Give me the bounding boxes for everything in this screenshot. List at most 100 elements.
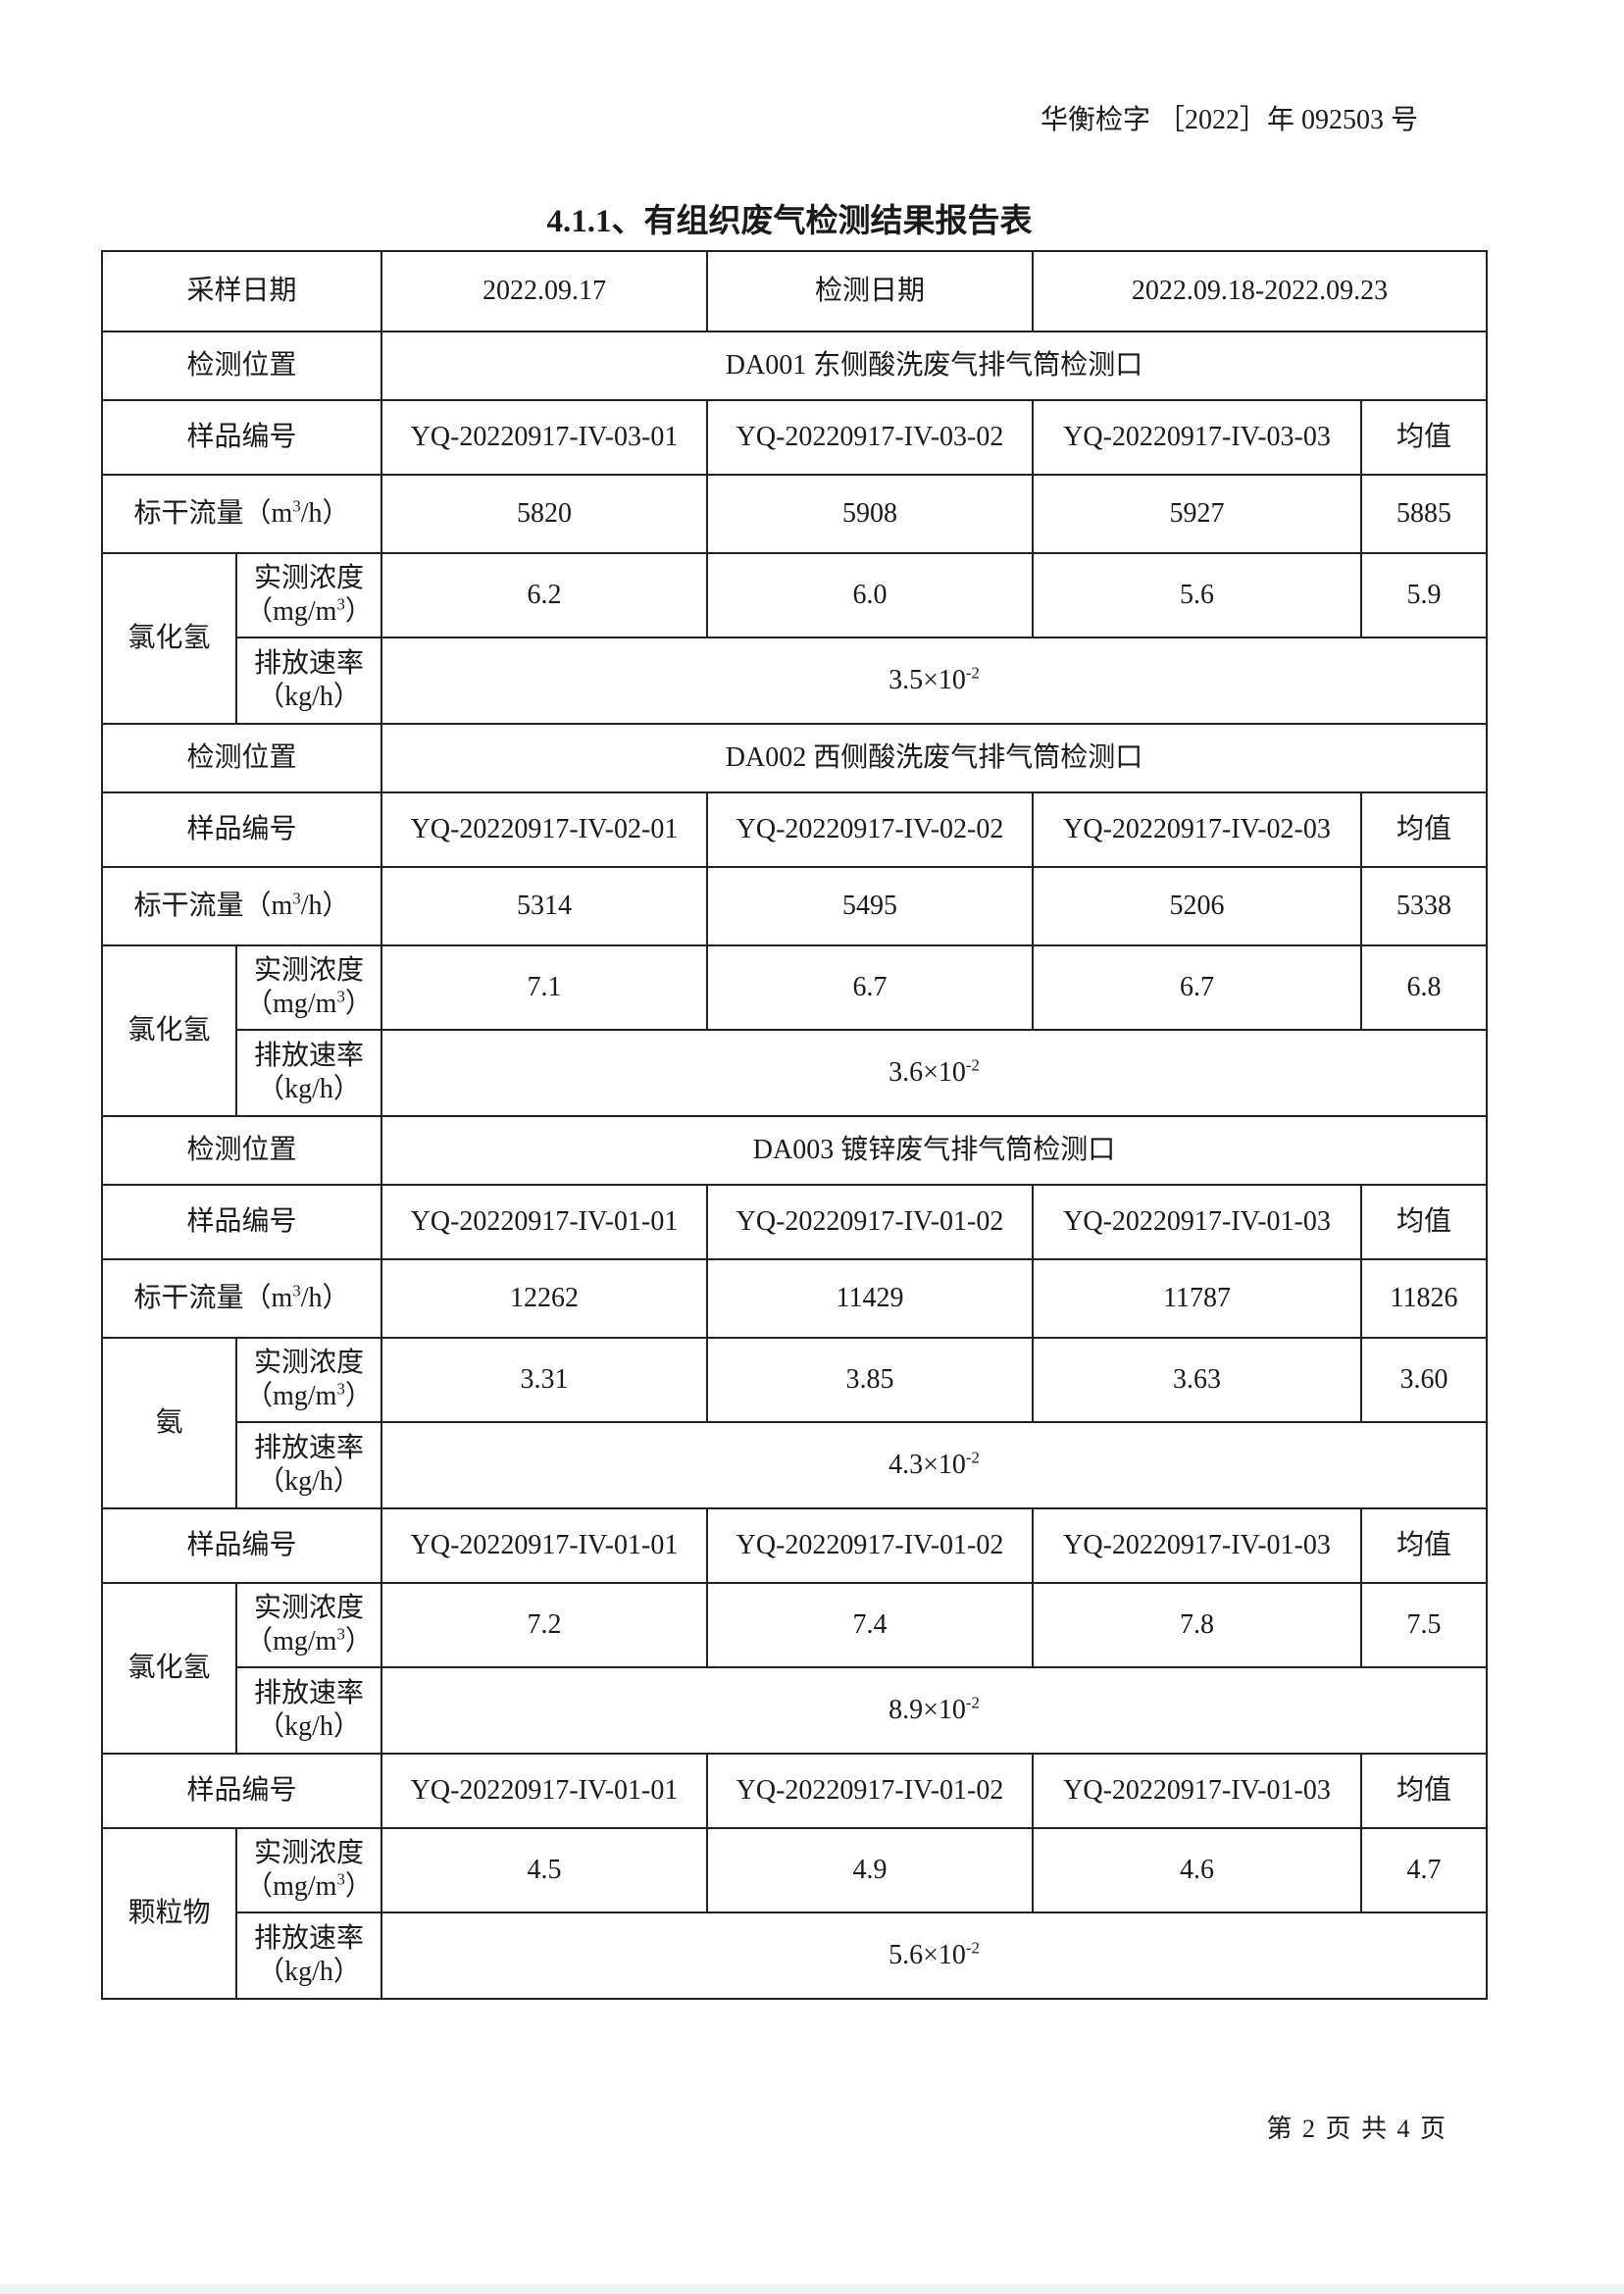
sample-id-row: 样品编号 YQ-20220917-IV-01-01 YQ-20220917-IV-0… bbox=[100, 1753, 1489, 1829]
page-number: 第 2 页 共 4 页 bbox=[1266, 2115, 1447, 2143]
average-label: 均值 bbox=[1360, 399, 1489, 476]
concentration-average: 7.5 bbox=[1360, 1582, 1489, 1668]
pollutant-name: 颗粒物 bbox=[101, 1827, 237, 2000]
sample-id: YQ-20220917-IV-01-03 bbox=[1032, 1507, 1363, 1584]
sample-id: YQ-20220917-IV-01-02 bbox=[706, 1507, 1035, 1584]
emission-rate-exponent: -2 bbox=[965, 1693, 980, 1712]
test-date: 2022.09.18-2022.09.23 bbox=[1032, 250, 1489, 332]
emission-rate-row: 排放速率 （kg/h） 3.5×10-2 bbox=[102, 637, 1489, 725]
location-value: DA001 东侧酸洗废气排气筒检测口 bbox=[381, 331, 1489, 401]
flow-label-tail: /h） bbox=[300, 1283, 350, 1314]
concentration-unit-tail: ） bbox=[344, 1381, 373, 1411]
concentration-value: 7.2 bbox=[381, 1582, 709, 1668]
flow-label-sup: 3 bbox=[292, 1281, 301, 1300]
average-label: 均值 bbox=[1360, 791, 1489, 868]
concentration-row: 颗粒物 实测浓度 （mg/m3） 4.5 4.9 4.6 4.7 bbox=[101, 1827, 1489, 2000]
concentration-value: 5.6 bbox=[1032, 552, 1363, 638]
sample-id: YQ-20220917-IV-03-01 bbox=[381, 399, 709, 476]
concentration-average: 5.9 bbox=[1360, 552, 1489, 638]
emission-rate-base: 8.9×10 bbox=[888, 1695, 966, 1726]
sample-id: YQ-20220917-IV-03-02 bbox=[706, 399, 1035, 476]
concentration-value: 6.7 bbox=[706, 944, 1035, 1031]
concentration-label: 实测浓度 （mg/m3） bbox=[234, 1337, 383, 1423]
concentration-value: 7.8 bbox=[1032, 1582, 1363, 1668]
concentration-unit-text: （mg/m bbox=[245, 1871, 337, 1902]
concentration-unit: （mg/m3） bbox=[241, 988, 377, 1021]
flow-label-text: 标干流量（m bbox=[133, 1283, 293, 1314]
concentration-unit-text: （mg/m bbox=[245, 596, 337, 627]
flow-label: 标干流量（m3/h） bbox=[100, 1258, 383, 1339]
concentration-value: 7.4 bbox=[706, 1582, 1035, 1668]
emission-rate-label-text: 排放速率 bbox=[254, 648, 365, 680]
emission-rate-label-text: 排放速率 bbox=[254, 1433, 365, 1464]
sample-id: YQ-20220917-IV-01-03 bbox=[1032, 1184, 1363, 1260]
concentration-unit: （mg/m3） bbox=[241, 595, 377, 629]
flow-row: 标干流量（m3/h） 12262 11429 11787 11826 bbox=[100, 1258, 1489, 1339]
test-date-label: 检测日期 bbox=[706, 250, 1035, 332]
flow-label-tail: /h） bbox=[300, 891, 350, 922]
date-row: 采样日期 2022.09.17 检测日期 2022.09.18-2022.09.… bbox=[100, 250, 1489, 332]
concentration-unit-tail: ） bbox=[344, 596, 373, 627]
sample-id: YQ-20220917-IV-01-01 bbox=[381, 1507, 709, 1584]
emission-rate-value: 5.6×10-2 bbox=[381, 1912, 1489, 2000]
report-title: 4.1.1、有组织废气检测结果报告表 bbox=[546, 204, 1033, 239]
sample-id: YQ-20220917-IV-01-03 bbox=[1032, 1753, 1363, 1829]
emission-rate-unit: （kg/h） bbox=[257, 1466, 361, 1497]
flow-value: 5206 bbox=[1032, 866, 1363, 946]
sample-id: YQ-20220917-IV-02-01 bbox=[381, 791, 709, 868]
concentration-unit-tail: ） bbox=[344, 1871, 373, 1902]
emission-rate-label-text: 排放速率 bbox=[254, 1678, 365, 1709]
concentration-label: 实测浓度 （mg/m3） bbox=[234, 552, 383, 638]
sample-id-label: 样品编号 bbox=[100, 1184, 383, 1260]
emission-rate-value: 3.6×10-2 bbox=[381, 1029, 1489, 1117]
concentration-unit-text: （mg/m bbox=[245, 989, 337, 1019]
sample-id-label: 样品编号 bbox=[100, 1753, 383, 1829]
emission-rate-label-text: 排放速率 bbox=[254, 1923, 365, 1955]
location-row: 检测位置 DA001 东侧酸洗废气排气筒检测口 bbox=[100, 331, 1489, 401]
concentration-value: 3.85 bbox=[706, 1337, 1035, 1423]
concentration-average: 6.8 bbox=[1360, 944, 1489, 1031]
flow-value: 12262 bbox=[381, 1258, 709, 1339]
concentration-unit-sup: 3 bbox=[336, 594, 345, 614]
flow-value: 5314 bbox=[381, 866, 709, 946]
sample-id-row: 样品编号 YQ-20220917-IV-01-01 YQ-20220917-IV-0… bbox=[100, 1507, 1489, 1584]
emission-rate-row: 排放速率 （kg/h） 3.6×10-2 bbox=[102, 1029, 1489, 1117]
concentration-label-text: 实测浓度 bbox=[254, 955, 365, 987]
flow-average: 11826 bbox=[1360, 1258, 1489, 1339]
concentration-row: 氯化氢 实测浓度 （mg/m3） 7.2 7.4 7.8 7.5 bbox=[101, 1582, 1489, 1755]
sample-id: YQ-20220917-IV-02-03 bbox=[1032, 791, 1363, 868]
sample-id-row: 样品编号 YQ-20220917-IV-02-01 YQ-20220917-IV-0… bbox=[100, 791, 1489, 868]
location-row: 检测位置 DA003 镀锌废气排气筒检测口 bbox=[100, 1115, 1489, 1186]
sample-id: YQ-20220917-IV-01-01 bbox=[381, 1184, 709, 1260]
emission-rate-unit: （kg/h） bbox=[257, 1074, 361, 1104]
emission-rate-value: 8.9×10-2 bbox=[381, 1666, 1489, 1755]
concentration-value: 6.0 bbox=[706, 552, 1035, 638]
flow-value: 11787 bbox=[1032, 1258, 1363, 1339]
flow-label: 标干流量（m3/h） bbox=[100, 866, 383, 946]
emission-rate-label: 排放速率 （kg/h） bbox=[234, 1912, 383, 2000]
emission-rate-base: 4.3×10 bbox=[888, 1450, 966, 1481]
sample-id-row: 样品编号 YQ-20220917-IV-01-01 YQ-20220917-IV-0… bbox=[100, 1184, 1489, 1260]
sampling-date: 2022.09.17 bbox=[381, 250, 709, 332]
sample-id: YQ-20220917-IV-02-02 bbox=[706, 791, 1035, 868]
concentration-label: 实测浓度 （mg/m3） bbox=[234, 1827, 383, 1913]
concentration-unit-text: （mg/m bbox=[245, 1381, 337, 1411]
flow-value: 5495 bbox=[706, 866, 1035, 946]
flow-row: 标干流量（m3/h） 5820 5908 5927 5885 bbox=[100, 474, 1489, 554]
sample-id-label: 样品编号 bbox=[100, 399, 383, 476]
concentration-row: 氨实测浓度 （mg/m3） 3.31 3.85 3.63 3.60 bbox=[101, 1337, 1489, 1509]
concentration-row: 氯化氢 实测浓度 （mg/m3） 6.2 6.0 5.6 5.9 bbox=[101, 552, 1489, 725]
location-row: 检测位置 DA002 西侧酸洗废气排气筒检测口 bbox=[100, 723, 1489, 793]
concentration-label: 实测浓度 （mg/m3） bbox=[234, 1582, 383, 1668]
location-label: 检测位置 bbox=[100, 1115, 383, 1186]
concentration-row: 氯化氢 实测浓度 （mg/m3） 7.1 6.7 6.7 6.8 bbox=[101, 944, 1489, 1117]
concentration-unit-sup: 3 bbox=[336, 1869, 345, 1889]
concentration-value: 6.2 bbox=[381, 552, 709, 638]
flow-average: 5338 bbox=[1360, 866, 1489, 946]
concentration-unit: （mg/m3） bbox=[241, 1870, 377, 1904]
average-label: 均值 bbox=[1360, 1184, 1489, 1260]
pollutant-name: 氨 bbox=[101, 1337, 237, 1509]
concentration-label-text: 实测浓度 bbox=[254, 1593, 365, 1624]
emission-rate-unit: （kg/h） bbox=[257, 682, 361, 712]
sample-id-label: 样品编号 bbox=[100, 791, 383, 868]
